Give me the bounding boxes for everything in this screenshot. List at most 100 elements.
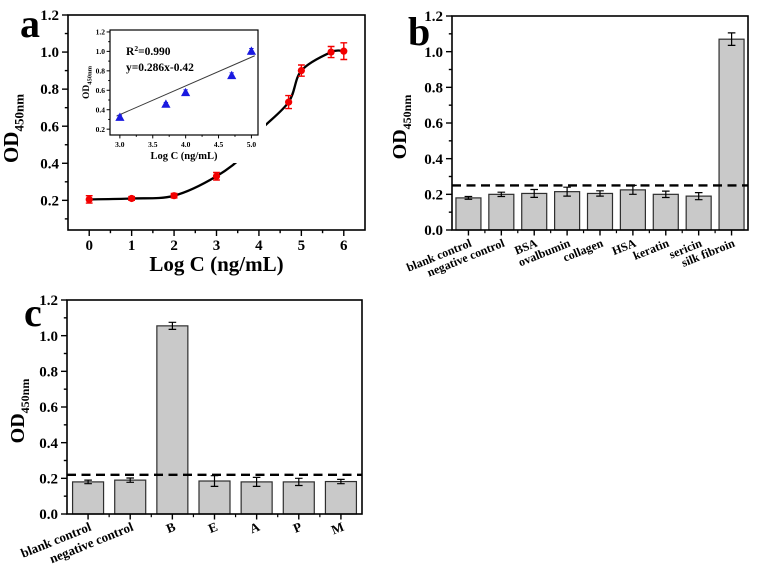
panel-b-letter: b <box>408 9 431 54</box>
y-tick-label: 0.8 <box>40 82 59 98</box>
panel-a: 0.2 0.4 0.6 0.8 1.0 1.2 0 1 2 3 4 5 6 Log C (ng/mL) OD… <box>0 0 380 285</box>
bar-error-bar <box>295 477 303 487</box>
bar-error-bar <box>252 476 261 487</box>
bar-hsa <box>619 189 646 231</box>
bar-collagen <box>586 192 614 231</box>
y-tick-label: 0.6 <box>424 116 443 132</box>
panel-c-letter: c <box>24 290 42 335</box>
bar-error-bar <box>497 191 506 198</box>
bar-error-bar <box>126 477 134 483</box>
category-label: M <box>329 519 346 538</box>
data-point-marker <box>327 48 335 56</box>
bar-error-bar <box>464 195 473 200</box>
inset-triangle-marker <box>227 70 237 80</box>
bar-bsa <box>521 192 548 231</box>
bar-b <box>156 325 189 515</box>
x-tick-label: 5 <box>298 238 306 254</box>
bar-error-bar <box>662 190 670 199</box>
y-tick-label: 0.0 <box>424 223 443 239</box>
inset-x-tick-label: 4.0 <box>181 140 191 149</box>
panel-a-chart: 0.2 0.4 0.6 0.8 1.0 1.2 0 1 2 3 4 5 6 Log C (ng/mL) OD… <box>0 8 366 276</box>
bar-blank-control <box>455 197 482 231</box>
bar-error-bar <box>596 190 604 197</box>
x-tick-label: 6 <box>340 238 348 254</box>
data-point-marker <box>85 195 93 204</box>
y-tick-label: 0.8 <box>424 80 443 96</box>
inset-y-tick-label: 1.0 <box>96 47 106 56</box>
inset-y-tick-label: 0.2 <box>96 125 106 134</box>
y-tick-label: 0.0 <box>39 507 58 523</box>
y-tick-label: 1.2 <box>424 9 443 25</box>
y-tick-label: 0.8 <box>39 364 58 380</box>
bar-p <box>282 481 315 515</box>
y-tick-label: 0.4 <box>424 152 443 168</box>
category-label: A <box>247 519 262 537</box>
y-tick-label: 0.6 <box>39 400 58 416</box>
axes-frame <box>109 29 259 136</box>
inset-x-tick-label: 3.0 <box>115 140 125 149</box>
x-tick-label: 2 <box>170 238 178 254</box>
r-squared-annotation: R2=0.990 <box>126 44 171 58</box>
bar-negative-control <box>488 193 515 231</box>
bar-error-bar <box>727 32 736 46</box>
data-point-marker <box>340 47 348 55</box>
inset-x-tick-label: 3.5 <box>148 140 158 149</box>
panel-c: 0.0 0.2 0.4 0.6 0.8 1.0 1.2 blank control negati… <box>0 285 380 572</box>
y-axis-label: OD450nm <box>0 94 26 163</box>
x-tick-label: 1 <box>128 238 136 254</box>
x-tick-label: 0 <box>85 238 93 254</box>
bar-error-bar <box>84 479 92 485</box>
inset-triangle-marker <box>161 99 171 108</box>
inset-y-tick-label: 0.8 <box>96 66 106 75</box>
inset-x-axis-label: Log C (ng/mL) <box>150 151 218 162</box>
bar-error-bar <box>530 188 538 198</box>
y-tick-label: 1.0 <box>424 45 443 61</box>
bar-error-bar <box>168 321 177 330</box>
category-label: keratin <box>631 236 671 263</box>
bar-error-bar <box>337 478 345 485</box>
inset-triangle-marker <box>246 46 256 55</box>
y-tick-label: 1.0 <box>39 329 58 345</box>
data-point-marker <box>128 194 136 203</box>
bar-ovalbumin <box>554 191 581 231</box>
bar-keratin <box>652 193 679 231</box>
panel-b: 0.0 0.2 0.4 0.6 0.8 1.0 1.2 blank control negati… <box>380 0 760 290</box>
bar-negative-control <box>114 479 147 515</box>
inset-background <box>78 24 266 163</box>
x-axis-label: Log C (ng/mL) <box>149 252 283 276</box>
y-axis-label: OD450nm <box>7 379 32 444</box>
data-point-marker <box>170 192 178 200</box>
x-tick-label: 3 <box>213 238 221 254</box>
bar-blank-control <box>71 481 105 515</box>
y-tick-label: 1.0 <box>40 45 59 61</box>
fit-equation-annotation: y=0.286x-0.42 <box>126 62 194 74</box>
panel-a-letter: a <box>20 1 40 46</box>
data-point-marker <box>285 98 293 106</box>
y-tick-label: 0.4 <box>39 436 58 452</box>
inset-x-tick-label: 5.0 <box>247 140 257 149</box>
y-tick-label: 0.6 <box>40 119 59 135</box>
category-label: B <box>164 519 178 536</box>
x-tick-label: 4 <box>255 238 263 254</box>
inset-y-axis-label: OD450nm <box>82 65 93 99</box>
y-tick-label: 0.2 <box>39 471 58 487</box>
inset-y-tick-label: 1.2 <box>96 28 106 37</box>
bar-error-bar <box>563 186 571 197</box>
inset-y-tick-label: 0.6 <box>96 86 106 95</box>
bar-error-bar <box>694 192 703 201</box>
inset-linear-fit-plot: 0.2 0.4 0.6 0.8 1.0 1.2 3.0 3.5 4.0 4.5 5.0 Log C (… <box>78 24 266 163</box>
data-point-marker <box>212 172 221 180</box>
bar-silk-fibroin <box>718 38 745 231</box>
bar-sericin <box>685 195 712 231</box>
inset-triangle-marker <box>115 112 125 121</box>
data-point-marker <box>297 67 305 75</box>
category-label: P <box>291 519 304 536</box>
inset-triangle-marker <box>181 87 191 97</box>
standard-curve-plot: 0.2 0.4 0.6 0.8 1.0 1.2 0 1 2 3 4 5 6 Log C (ng/mL) OD… <box>0 8 366 276</box>
y-tick-label: 1.2 <box>40 8 59 24</box>
